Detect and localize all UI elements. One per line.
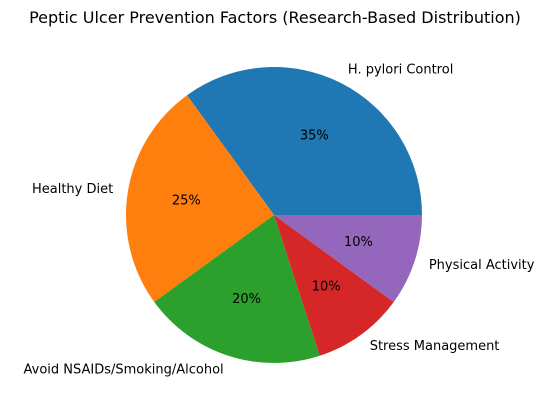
pie-slice-1	[126, 95, 274, 302]
pie-category-label-0: H. pylori Control	[348, 62, 453, 77]
pie-pct-label-3: 10%	[312, 279, 341, 294]
pie-slice-3	[274, 215, 394, 356]
chart-title: Peptic Ulcer Prevention Factors (Researc…	[29, 8, 521, 27]
pie-category-label-2: Avoid NSAIDs/Smoking/Alcohol	[24, 362, 224, 377]
pie-category-label-3: Stress Management	[370, 339, 500, 354]
pie-slice-4	[274, 215, 422, 302]
pie-category-label-1: Healthy Diet	[32, 182, 113, 197]
pie-slice-2	[154, 215, 320, 363]
pie-slice-0	[187, 67, 423, 215]
pie-pct-label-2: 20%	[232, 292, 261, 307]
pie-pct-label-0: 35%	[300, 128, 329, 143]
pie-labels: 35% H. pylori Control 25% Healthy Diet 20% Av…	[24, 62, 535, 377]
pie-pct-label-4: 10%	[344, 235, 373, 250]
pie-slices	[126, 67, 423, 363]
pie-pct-label-1: 25%	[172, 194, 201, 209]
pie-category-label-4: Physical Activity	[429, 258, 535, 273]
